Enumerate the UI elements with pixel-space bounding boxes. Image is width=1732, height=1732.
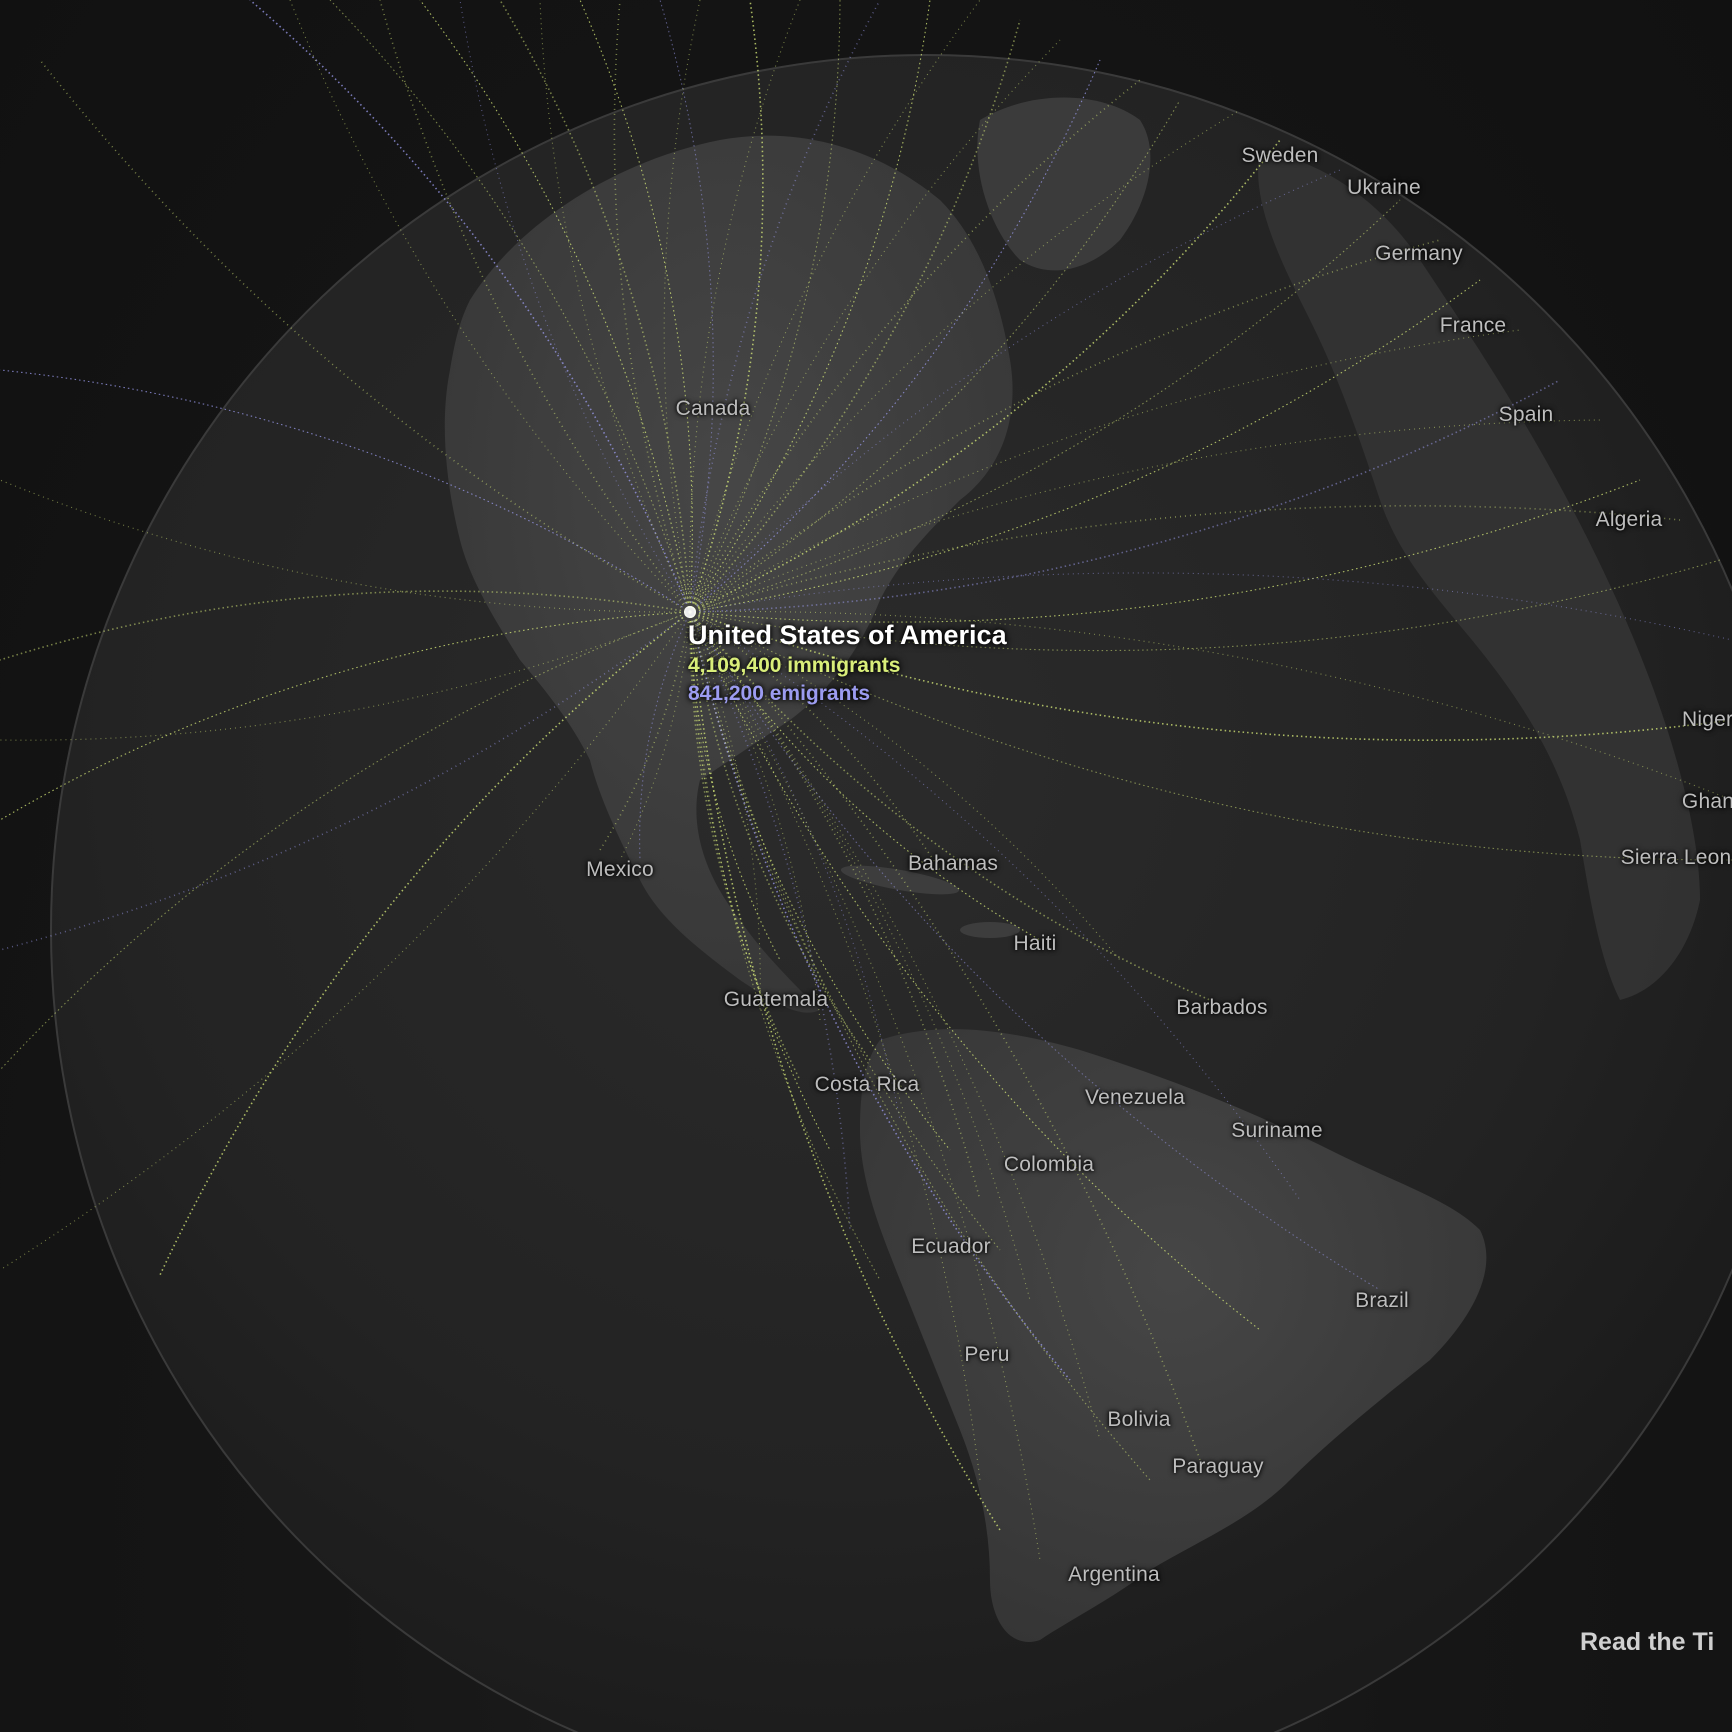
greenland-landmass xyxy=(977,97,1151,271)
label-nigeria[interactable]: Nigeri xyxy=(1681,708,1732,731)
label-ecuador[interactable]: Ecuador xyxy=(911,1235,991,1258)
migration-flow-arc xyxy=(689,0,981,613)
tooltip-country-name: United States of America xyxy=(688,620,1007,650)
label-costa-rica[interactable]: Costa Rica xyxy=(814,1073,920,1096)
migration-flow-arc xyxy=(689,611,871,1061)
migration-flow-arc xyxy=(159,611,691,1276)
migration-flow-arc xyxy=(689,611,1071,1381)
migration-flow-arc xyxy=(689,559,1721,652)
migration-flow-arc xyxy=(689,611,821,1021)
migration-flow-arc xyxy=(689,611,1001,1531)
migration-flow-arc xyxy=(689,611,1732,861)
migration-flow-arc xyxy=(689,611,1151,1481)
label-france[interactable]: France xyxy=(1439,314,1507,337)
label-brazil[interactable]: Brazil xyxy=(1355,1289,1409,1312)
country-tooltip: United States of America 4,109,400 immig… xyxy=(688,618,1007,708)
migration-flow-arc xyxy=(0,611,691,1071)
label-spain[interactable]: Spain xyxy=(1498,403,1554,426)
migration-flow-arc xyxy=(689,139,1281,613)
migration-flow-arc xyxy=(689,59,1101,613)
migration-flow-arc xyxy=(689,611,801,1081)
migration-flow-arc xyxy=(689,611,1261,1331)
label-germany[interactable]: Germany xyxy=(1375,242,1463,265)
label-ghana[interactable]: Ghan xyxy=(1681,790,1732,813)
label-haiti[interactable]: Haiti xyxy=(1013,932,1057,955)
migration-flow-arc xyxy=(689,611,1101,1441)
label-algeria[interactable]: Algeria xyxy=(1595,508,1663,531)
origin-point[interactable] xyxy=(684,606,696,618)
label-peru[interactable]: Peru xyxy=(964,1343,1010,1366)
label-sierra-leone[interactable]: Sierra Leon xyxy=(1620,846,1732,869)
label-bahamas[interactable]: Bahamas xyxy=(907,852,999,875)
label-suriname[interactable]: Suriname xyxy=(1231,1119,1323,1142)
migration-flow-arc xyxy=(639,611,691,861)
migration-flow-arc xyxy=(689,611,901,1121)
migration-flow-arc xyxy=(689,611,951,1151)
label-paraguay[interactable]: Paraguay xyxy=(1172,1455,1264,1478)
migration-flow-arc xyxy=(689,0,841,613)
migration-flow-arc xyxy=(689,611,941,871)
label-barbados[interactable]: Barbados xyxy=(1176,996,1268,1019)
migration-flow-arc xyxy=(689,199,1401,613)
migration-flow-arc xyxy=(689,611,831,1151)
migration-flow-arc xyxy=(0,479,691,613)
label-mexico[interactable]: Mexico xyxy=(586,858,654,881)
migration-flow-arc xyxy=(379,0,691,613)
migration-flow-arc xyxy=(419,0,691,613)
migration-flow-arc xyxy=(689,99,1181,613)
migration-flow-arc xyxy=(0,611,691,821)
migration-flow-arc xyxy=(689,0,931,613)
migration-flow-arc xyxy=(613,0,691,613)
label-colombia[interactable]: Colombia xyxy=(1003,1153,1095,1176)
label-ukraine[interactable]: Ukraine xyxy=(1347,176,1421,199)
migration-flow-arc xyxy=(689,611,1381,1291)
north-america-landmass xyxy=(444,135,1013,1013)
read-more-link[interactable]: Read the Ti xyxy=(1580,1628,1715,1656)
cuba-landmass xyxy=(840,865,960,895)
migration-flow-arc xyxy=(689,169,1341,613)
migration-flow-arc xyxy=(0,611,691,741)
hispaniola-landmass xyxy=(960,922,1020,938)
label-canada[interactable]: Canada xyxy=(675,397,751,420)
migration-flow-arc xyxy=(689,611,1732,741)
migration-flow-arc xyxy=(0,369,691,613)
tooltip-emigrants: 841,200 emigrants xyxy=(688,682,871,705)
south-america-landmass xyxy=(860,1029,1487,1642)
migration-flow-arc xyxy=(689,611,981,1481)
migration-flow-arc xyxy=(539,0,691,613)
europe-africa-landmass xyxy=(1258,150,1700,1000)
label-guatemala[interactable]: Guatemala xyxy=(723,988,829,1011)
label-sweden[interactable]: Sweden xyxy=(1241,144,1319,167)
label-argentina[interactable]: Argentina xyxy=(1068,1563,1160,1586)
migration-flow-arc xyxy=(689,611,1001,1251)
migration-flow-arc xyxy=(289,0,691,613)
migration-flow-arc xyxy=(689,505,1681,613)
migration-flow-arc xyxy=(0,590,691,661)
migration-flow-arc xyxy=(689,79,1141,613)
label-venezuela[interactable]: Venezuela xyxy=(1085,1086,1185,1109)
migration-flow-arc xyxy=(689,279,1481,613)
migration-flow-arc xyxy=(689,611,761,1011)
migration-flow-arc xyxy=(689,0,764,613)
migration-flow-arc xyxy=(689,239,1441,613)
tooltip-immigrants: 4,109,400 immigrants xyxy=(688,654,901,677)
label-bolivia[interactable]: Bolivia xyxy=(1107,1408,1171,1431)
migration-flow-layer xyxy=(0,0,1732,1561)
migration-flow-arc xyxy=(499,0,691,613)
migration-flow-arc xyxy=(689,19,1021,613)
